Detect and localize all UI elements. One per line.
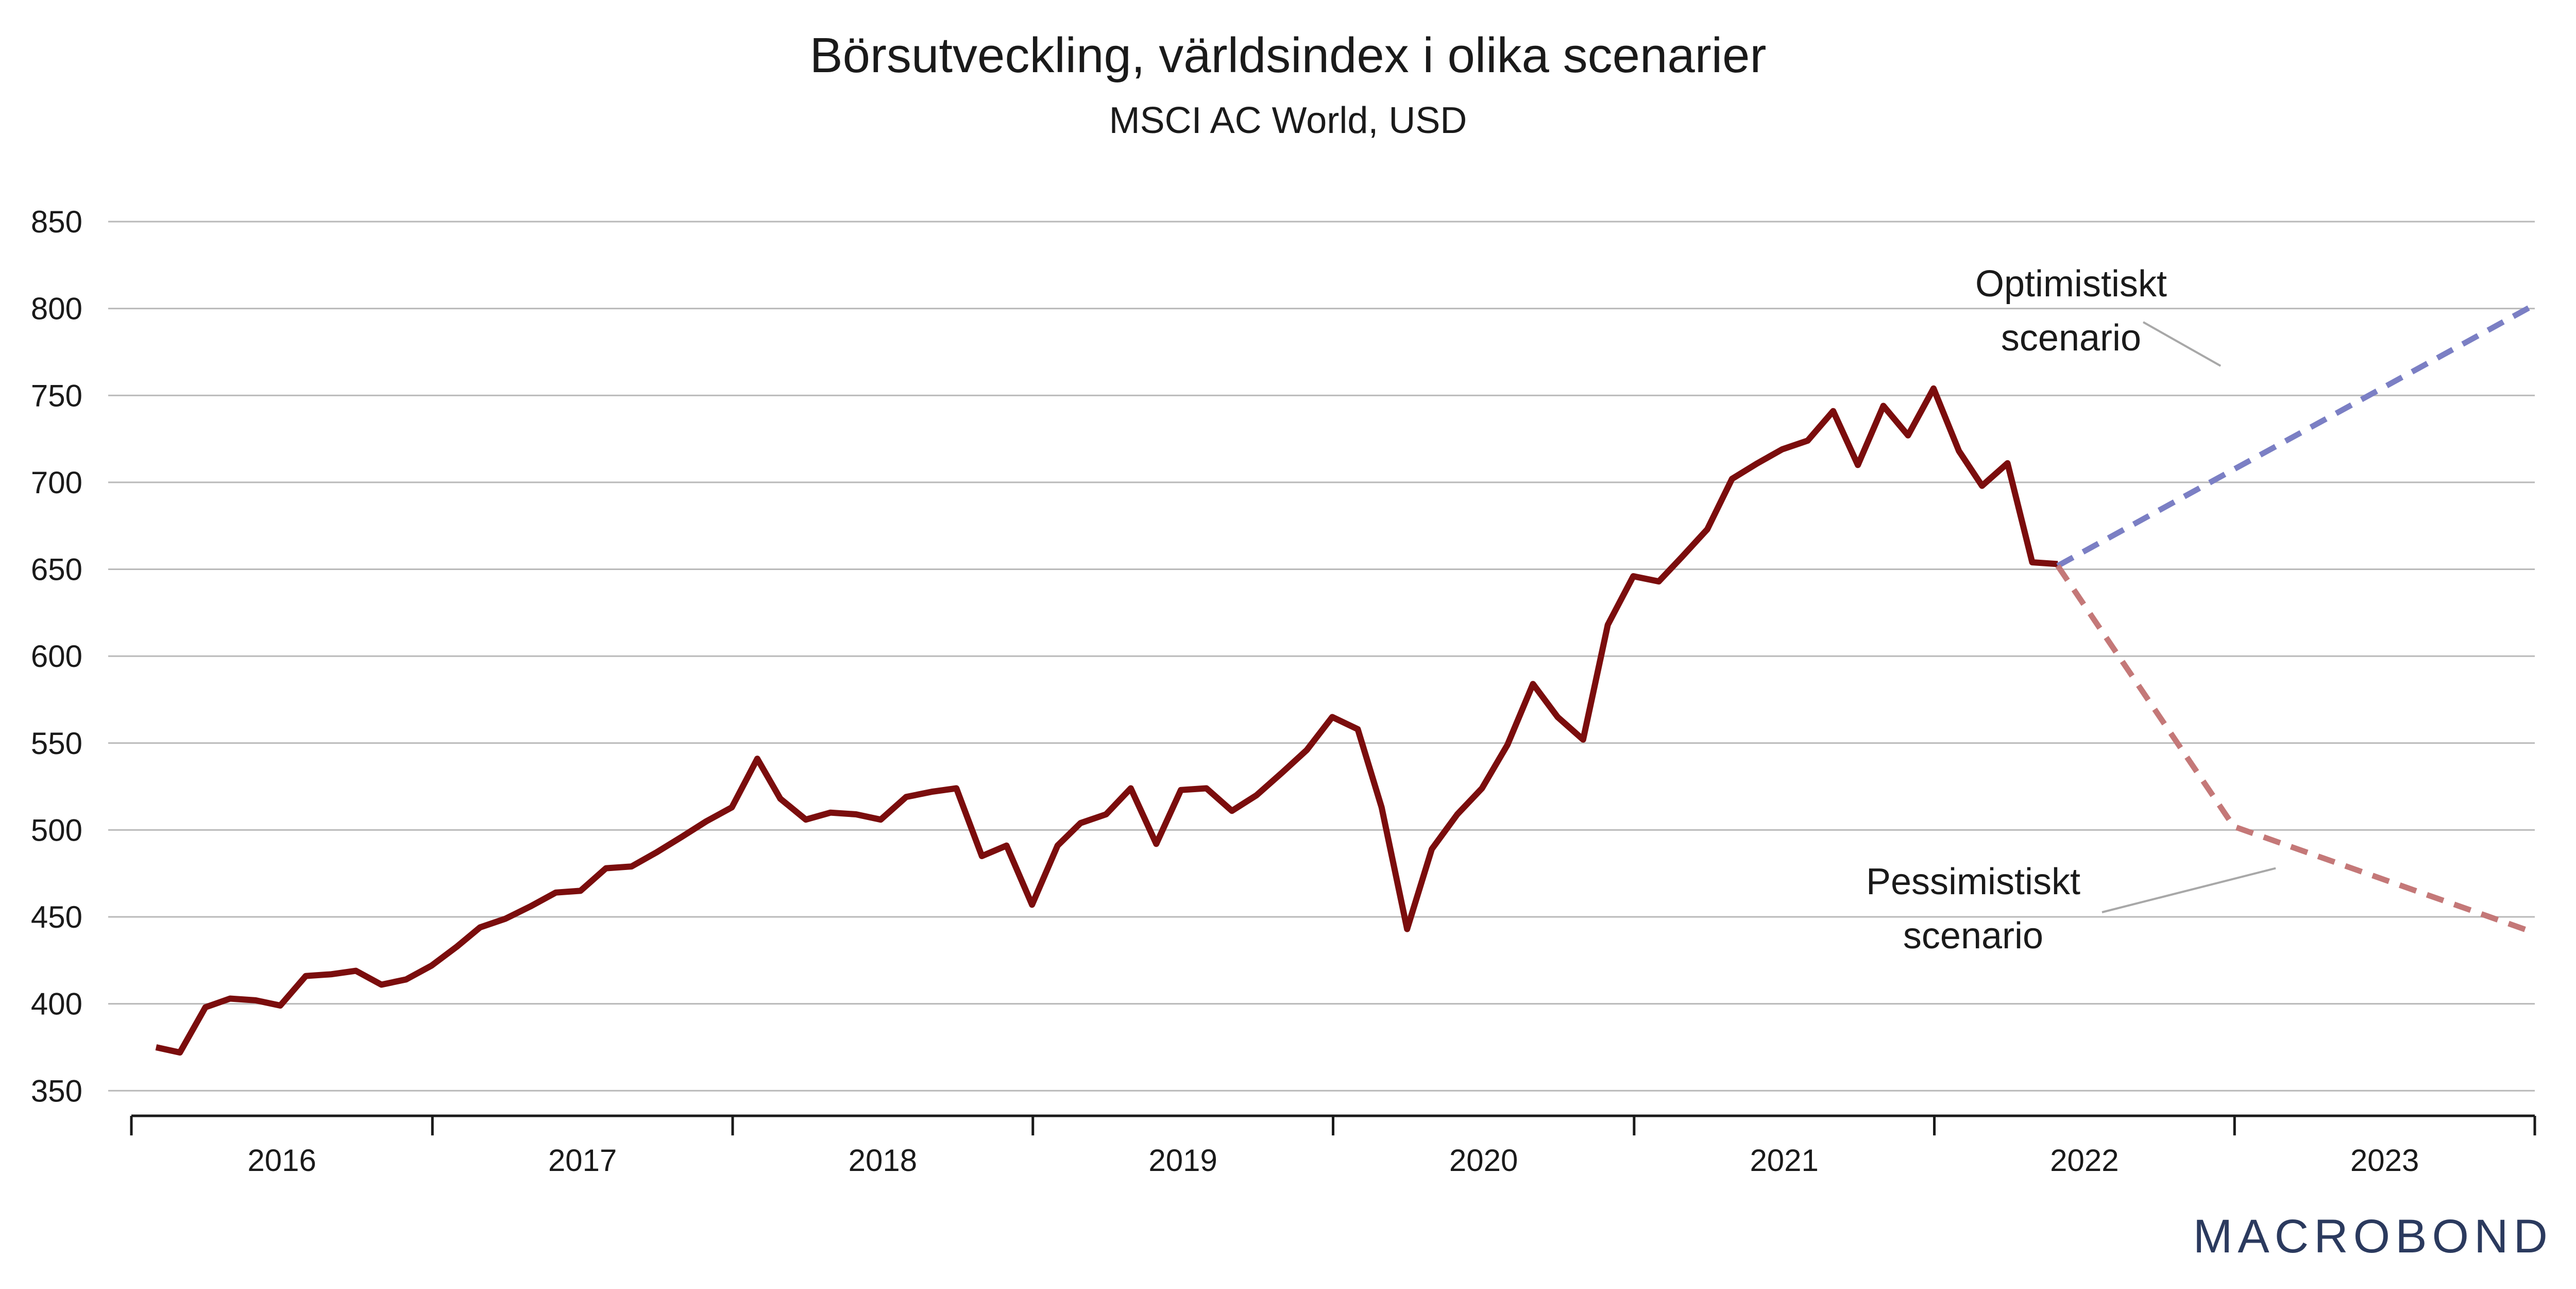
y-tick-label: 600 (31, 639, 82, 674)
y-tick-label: 550 (31, 726, 82, 761)
macrobond-logo: MACROBOND (2193, 1210, 2553, 1263)
series-lines (155, 303, 2536, 1056)
y-tick-label: 500 (31, 813, 82, 847)
y-tick-label: 650 (31, 553, 82, 587)
y-tick-label: 700 (31, 465, 82, 500)
y-tick-label: 450 (31, 900, 82, 934)
series-line-pessimistic (2055, 564, 2535, 935)
x-tick-label: 2023 (2350, 1143, 2419, 1178)
x-tick-label: 2022 (2050, 1143, 2119, 1178)
y-tick-label: 750 (31, 378, 82, 413)
x-tick-label: 2020 (1449, 1143, 1518, 1178)
annotations: Optimistiskt scenario Pessimistiskt scenari… (1866, 263, 2276, 957)
annotation-optimistic-line2: scenario (2001, 317, 2141, 359)
x-tick-label: 2018 (849, 1143, 917, 1178)
annotation-pessimistic-line1: Pessimistiskt (1866, 861, 2080, 902)
y-tick-label: 850 (31, 205, 82, 239)
annotation-pessimistic-line2: scenario (1903, 915, 2043, 957)
x-tick-label: 2019 (1148, 1143, 1217, 1178)
gridlines (108, 221, 2535, 1092)
x-tick-label: 2017 (548, 1143, 617, 1178)
annotation-optimistic-line1: Optimistiskt (1975, 263, 2167, 305)
x-axis: 2016 2017 2018 2019 2020 2021 2022 2023 (130, 1114, 2536, 1178)
x-tick-label: 2016 (247, 1143, 316, 1178)
annotation-leader-pessimistic (2102, 867, 2276, 913)
series-line-actual (155, 385, 2058, 1056)
x-tick-label: 2021 (1750, 1143, 1818, 1178)
series-line-optimistic (2056, 303, 2536, 568)
chart-subtitle: MSCI AC World, USD (1109, 100, 1467, 141)
y-tick-label: 350 (31, 1074, 82, 1108)
annotation-leader-optimistic (2143, 321, 2222, 367)
chart-title: Börsutveckling, världsindex i olika scen… (810, 28, 1767, 83)
y-tick-label: 800 (31, 292, 82, 326)
y-tick-label: 400 (31, 987, 82, 1022)
y-axis-ticks: 850 800 750 700 650 600 550 500 450 400 350 (31, 205, 82, 1108)
